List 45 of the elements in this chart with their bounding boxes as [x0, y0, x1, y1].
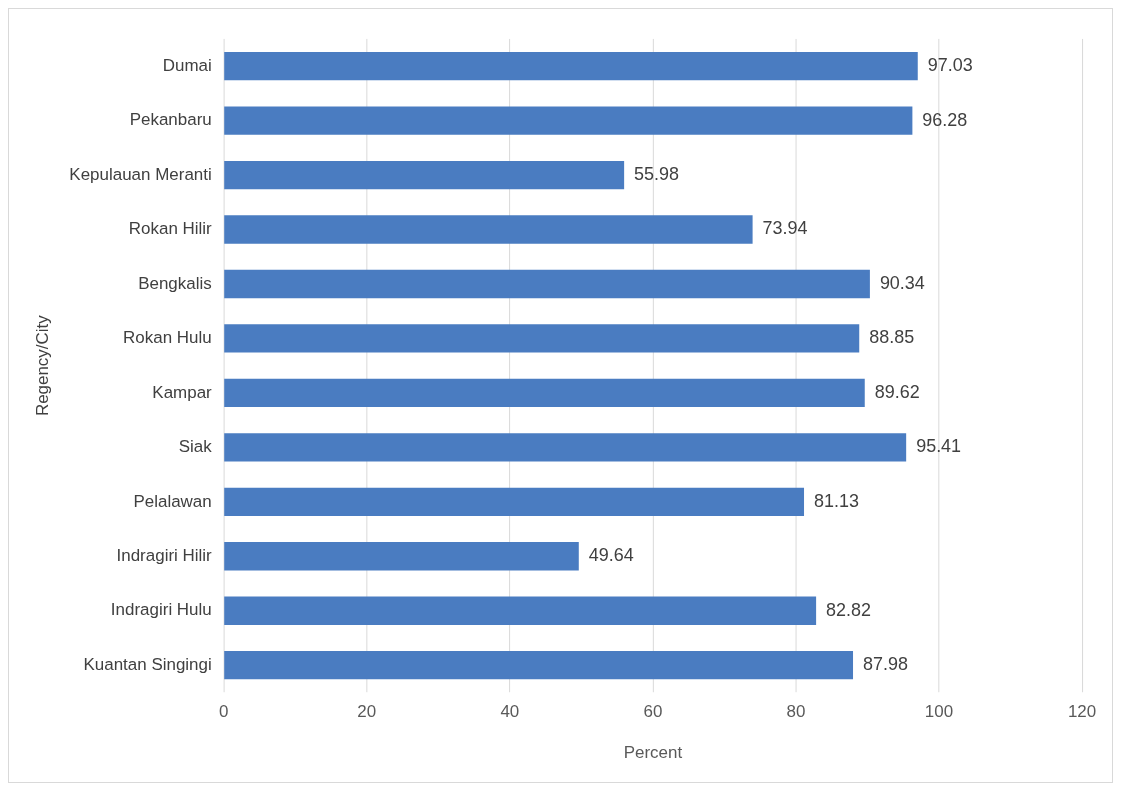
bar — [224, 51, 918, 81]
y-tick-label: Pelalawan — [133, 491, 212, 511]
y-tick-label: Bengkalis — [138, 273, 212, 293]
bar — [224, 378, 865, 408]
data-label: 49.64 — [588, 545, 634, 566]
y-tick-label: Dumai — [162, 55, 212, 75]
x-tick-label: 0 — [219, 702, 229, 722]
y-tick-label: Siak — [178, 437, 213, 457]
y-tick-label: Kepulauan Meranti — [69, 164, 212, 184]
bar — [224, 542, 579, 571]
x-tick-label: 80 — [786, 702, 806, 722]
data-label: 82.82 — [826, 599, 872, 620]
bar — [224, 106, 913, 135]
data-label: 55.98 — [634, 164, 680, 185]
x-tick-label: 100 — [924, 702, 954, 722]
x-tick-label: 60 — [643, 702, 663, 722]
x-tick-label: 40 — [500, 702, 520, 722]
x-axis-title: Percent — [623, 742, 683, 762]
data-label: 95.41 — [916, 436, 962, 457]
bar — [224, 215, 753, 244]
y-tick-label: Indragiri Hilir — [116, 545, 213, 565]
data-label: 96.28 — [922, 109, 968, 130]
y-tick-label: Rokan Hilir — [128, 219, 213, 239]
data-label: 81.13 — [814, 490, 859, 511]
bar — [224, 487, 805, 516]
data-label: 97.03 — [927, 55, 973, 76]
y-tick-label: Pekanbaru — [129, 110, 212, 130]
bar — [224, 433, 907, 462]
data-label: 87.98 — [863, 654, 908, 675]
bar — [224, 651, 854, 680]
data-label: 89.62 — [874, 381, 920, 402]
bar — [224, 324, 860, 353]
y-tick-label: Kuantan Singingi — [83, 654, 212, 674]
bar — [224, 269, 870, 299]
data-label: 73.94 — [762, 218, 808, 239]
x-tick-label: 20 — [357, 702, 377, 722]
y-tick-label: Rokan Hulu — [123, 328, 212, 348]
data-label: 88.85 — [869, 327, 915, 348]
bar — [224, 160, 625, 190]
y-tick-label: Indragiri Hulu — [110, 600, 212, 620]
bar — [224, 596, 817, 625]
data-label: 90.34 — [879, 272, 925, 293]
y-axis-title: Regency/City — [32, 314, 52, 417]
y-tick-label: Kampar — [152, 382, 213, 402]
x-tick-label: 120 — [1067, 702, 1097, 722]
